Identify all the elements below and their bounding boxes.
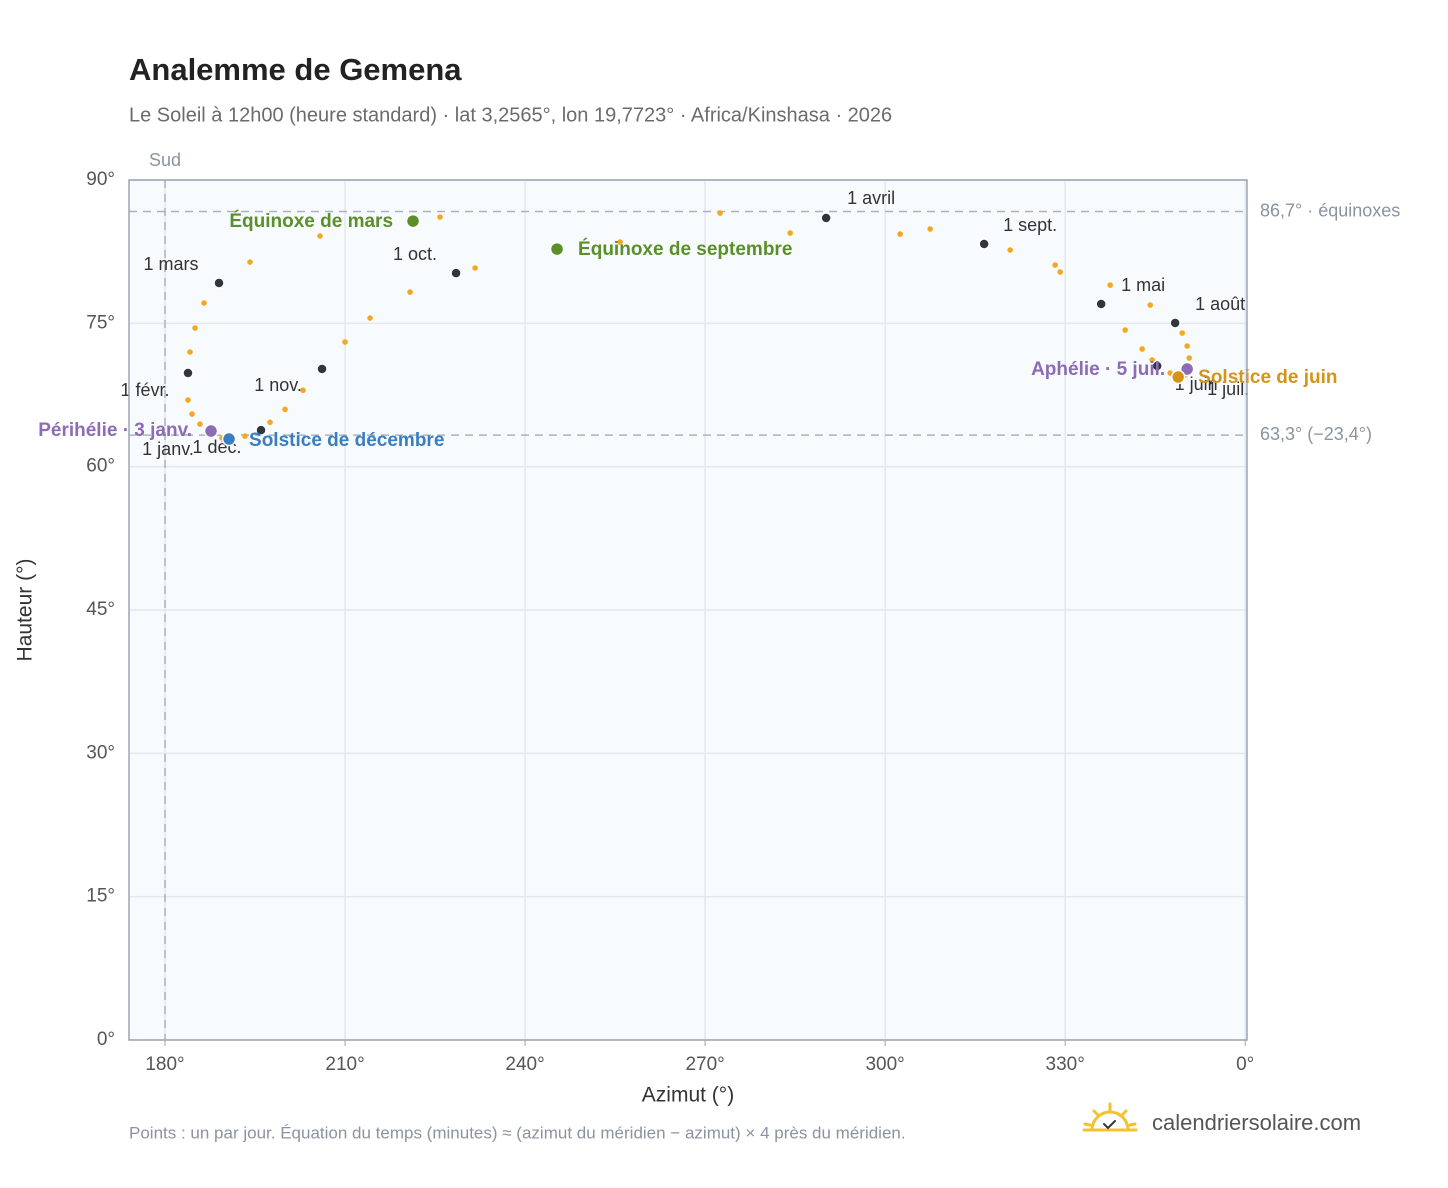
event-marker <box>405 213 421 229</box>
daily-point <box>1052 262 1058 268</box>
y-tick-label: 30° <box>86 742 115 763</box>
x-tick-label: 300° <box>865 1054 904 1075</box>
daily-point <box>1107 282 1113 288</box>
event-label: Aphélie · 5 juil. <box>1031 359 1165 380</box>
daily-point <box>1147 302 1154 308</box>
x-tick-label: 0° <box>1236 1054 1254 1075</box>
month-marker <box>450 267 462 279</box>
daily-point <box>282 406 288 413</box>
event-label: Équinoxe de mars <box>229 210 393 232</box>
reference-label: Sud <box>149 150 181 170</box>
y-tick-label: 0° <box>97 1029 115 1050</box>
x-tick-label: 330° <box>1046 1054 1085 1075</box>
month-marker <box>213 277 225 289</box>
daily-point <box>437 214 443 220</box>
month-label: 1 août <box>1195 294 1245 314</box>
daily-point <box>267 419 273 426</box>
chart-title: Analemme de Gemena <box>129 52 462 87</box>
reference-label: 86,7° · équinoxes <box>1260 200 1400 220</box>
month-marker <box>182 367 194 379</box>
month-label: 1 nov. <box>254 375 302 395</box>
daily-point <box>787 230 793 236</box>
event-marker <box>1179 361 1195 377</box>
month-marker <box>316 363 328 375</box>
daily-point <box>300 387 306 394</box>
daily-point <box>342 339 348 345</box>
month-marker <box>978 238 990 250</box>
daily-point <box>717 210 723 216</box>
daily-point <box>187 349 193 355</box>
x-tick-label: 180° <box>145 1054 184 1075</box>
brand: calendriersolaire.com <box>1152 1110 1361 1135</box>
y-tick-label: 75° <box>86 312 115 333</box>
y-tick-label: 45° <box>86 599 115 620</box>
chart-subtitle: Le Soleil à 12h00 (heure standard) · lat… <box>129 104 892 126</box>
y-tick-label: 60° <box>86 456 115 477</box>
daily-point <box>247 259 253 265</box>
x-axis-label: Azimut (°) <box>642 1084 734 1107</box>
month-label: 1 févr. <box>120 380 169 400</box>
month-marker <box>1151 360 1163 372</box>
daily-point <box>189 411 195 417</box>
x-tick-label: 270° <box>685 1054 724 1075</box>
month-label: 1 oct. <box>393 244 437 264</box>
month-label: 1 sept. <box>1003 215 1057 235</box>
daily-point <box>367 315 373 321</box>
x-tick-label: 210° <box>325 1054 364 1075</box>
month-marker <box>1095 298 1107 310</box>
daily-point <box>407 289 413 295</box>
month-marker <box>820 212 832 224</box>
event-marker <box>221 431 237 447</box>
event-label: Solstice de juin <box>1198 367 1337 388</box>
daily-point <box>1139 346 1145 352</box>
month-label: 1 juin <box>1175 374 1218 394</box>
month-label: 1 avril <box>847 188 895 208</box>
event-marker <box>203 423 219 439</box>
event-marker <box>549 241 565 257</box>
daily-point <box>317 233 323 239</box>
y-tick-label: 15° <box>86 886 115 907</box>
month-marker <box>255 424 267 436</box>
brand-logo <box>1082 1102 1138 1132</box>
event-label: Périhélie · 3 janv. <box>38 420 192 441</box>
daily-point <box>1186 355 1193 361</box>
daily-point <box>472 265 478 271</box>
daily-point <box>1179 330 1185 336</box>
month-label: 1 mai <box>1121 275 1165 295</box>
daily-point <box>185 397 191 403</box>
footnote: Points : un par jour. Équation du temps … <box>129 1123 906 1142</box>
y-axis-label: Hauteur (°) <box>14 559 37 662</box>
daily-point <box>242 433 248 439</box>
reference-label: 63,3° (−23,4°) <box>1260 424 1372 444</box>
daily-point <box>1149 357 1155 363</box>
daily-point <box>1007 247 1013 253</box>
month-label: 1 janv. <box>142 439 194 459</box>
daily-point <box>1057 269 1063 275</box>
month-marker <box>1169 317 1181 329</box>
month-label: 1 juil. <box>1207 379 1249 399</box>
event-label: Équinoxe de septembre <box>578 238 792 260</box>
daily-point <box>1184 343 1190 349</box>
daily-point <box>197 421 203 427</box>
x-tick-label: 240° <box>505 1054 544 1075</box>
event-label: Solstice de décembre <box>249 430 444 451</box>
daily-point <box>617 239 623 245</box>
daily-point <box>897 231 903 237</box>
event-marker <box>1170 369 1186 385</box>
daily-point <box>1122 327 1128 333</box>
daily-point <box>192 325 198 331</box>
plot-frame <box>128 179 1248 1041</box>
daily-point <box>927 226 933 232</box>
y-tick-label: 90° <box>86 169 115 190</box>
daily-point <box>201 300 207 306</box>
month-label: 1 mars <box>144 254 199 274</box>
